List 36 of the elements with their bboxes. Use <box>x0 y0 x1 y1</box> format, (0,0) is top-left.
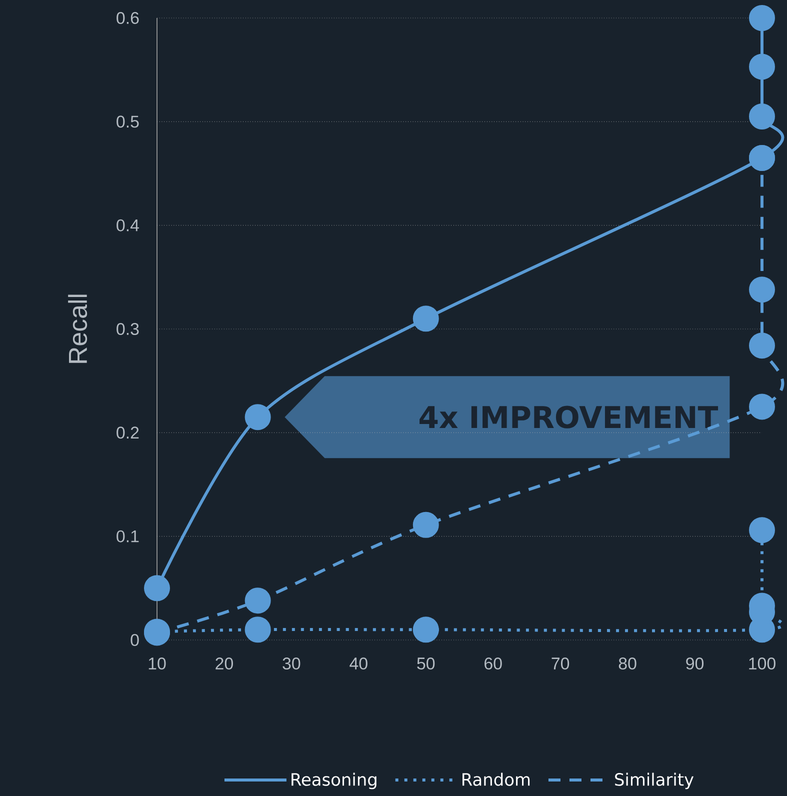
y-tick-label: 0.4 <box>116 219 139 232</box>
legend-label: Similarity <box>615 772 694 790</box>
point <box>748 394 775 420</box>
x-tick-label: 70 <box>552 658 570 670</box>
y-tick-label: 0.1 <box>116 530 139 542</box>
annotation: 4x IMPROVEMENT <box>420 406 718 428</box>
x-tick-label: 80 <box>618 658 636 670</box>
point <box>244 616 271 643</box>
point <box>144 575 170 602</box>
point <box>412 616 439 643</box>
point <box>748 517 775 544</box>
x-tick-label: 100 <box>749 658 776 670</box>
point <box>748 276 775 303</box>
y-tick-label: 0 <box>130 634 139 646</box>
y-tick-label: 0.3 <box>116 322 139 335</box>
point <box>748 54 775 80</box>
y-tick-label: 0.5 <box>116 116 139 128</box>
y-axis-title: Recall <box>68 294 88 363</box>
x-tick-label: 10 <box>148 658 166 670</box>
x-tick-label: 50 <box>417 658 435 670</box>
x-tick-label: 40 <box>350 658 368 670</box>
point <box>748 103 775 130</box>
point <box>748 4 775 31</box>
point <box>412 512 439 538</box>
x-tick-label: 30 <box>282 658 300 670</box>
y-tick-label: 0.2 <box>116 426 139 439</box>
point <box>748 332 775 359</box>
point <box>244 588 271 614</box>
x-tick-label: 60 <box>484 658 502 670</box>
point <box>244 404 271 430</box>
point <box>412 306 439 332</box>
y-tick-label: 0.6 <box>116 12 139 24</box>
legend-label: Reasoning <box>292 772 376 790</box>
legend-label: Random <box>462 772 530 786</box>
x-tick-label: 20 <box>216 658 233 670</box>
x-tick-label: 90 <box>686 658 704 670</box>
